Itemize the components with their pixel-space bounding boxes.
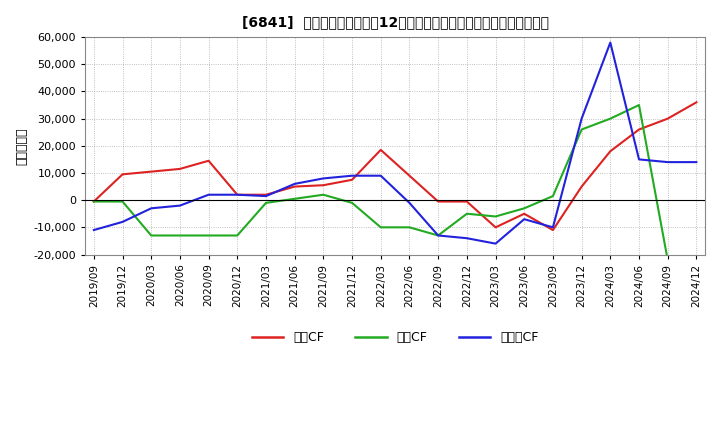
営業CF: [147, 169, 156, 174]
営業CF: [635, 127, 644, 132]
投資CF: [290, 196, 299, 202]
営業CF: [405, 173, 414, 178]
営業CF: [319, 183, 328, 188]
フリーCF: [147, 205, 156, 211]
フリーCF: [434, 233, 443, 238]
フリーCF: [491, 241, 500, 246]
Y-axis label: （百万円）: （百万円）: [15, 127, 28, 165]
フリーCF: [577, 116, 586, 121]
投資CF: [577, 127, 586, 132]
営業CF: [663, 116, 672, 121]
フリーCF: [606, 40, 615, 45]
フリーCF: [692, 159, 701, 165]
投資CF: [233, 233, 242, 238]
営業CF: [577, 184, 586, 189]
営業CF: [520, 211, 528, 216]
投資CF: [462, 211, 471, 216]
投資CF: [261, 200, 270, 205]
営業CF: [204, 158, 213, 163]
フリーCF: [89, 227, 98, 233]
投資CF: [319, 192, 328, 198]
投資CF: [663, 257, 672, 263]
投資CF: [491, 214, 500, 219]
投資CF: [520, 205, 528, 211]
営業CF: [549, 227, 557, 233]
フリーCF: [462, 235, 471, 241]
営業CF: [377, 147, 385, 153]
投資CF: [147, 233, 156, 238]
フリーCF: [663, 159, 672, 165]
営業CF: [462, 199, 471, 204]
営業CF: [233, 192, 242, 198]
投資CF: [176, 233, 184, 238]
フリーCF: [261, 194, 270, 199]
営業CF: [89, 199, 98, 204]
フリーCF: [319, 176, 328, 181]
営業CF: [434, 199, 443, 204]
投資CF: [692, 257, 701, 263]
投資CF: [606, 116, 615, 121]
投資CF: [434, 233, 443, 238]
Legend: 営業CF, 投資CF, フリーCF: 営業CF, 投資CF, フリーCF: [247, 326, 544, 349]
営業CF: [118, 172, 127, 177]
営業CF: [290, 184, 299, 189]
フリーCF: [290, 181, 299, 187]
Line: フリーCF: フリーCF: [94, 43, 696, 244]
フリーCF: [204, 192, 213, 198]
フリーCF: [520, 216, 528, 222]
フリーCF: [635, 157, 644, 162]
Line: 投資CF: 投資CF: [94, 105, 696, 260]
フリーCF: [549, 225, 557, 230]
フリーCF: [233, 192, 242, 198]
フリーCF: [348, 173, 356, 178]
投資CF: [635, 103, 644, 108]
投資CF: [405, 225, 414, 230]
フリーCF: [405, 200, 414, 205]
営業CF: [176, 166, 184, 172]
Title: [6841]  キャッシュフローの12か月移動合計の対前年同期増減額の推移: [6841] キャッシュフローの12か月移動合計の対前年同期増減額の推移: [242, 15, 549, 29]
フリーCF: [377, 173, 385, 178]
投資CF: [89, 199, 98, 204]
フリーCF: [118, 219, 127, 224]
営業CF: [261, 192, 270, 198]
投資CF: [118, 199, 127, 204]
営業CF: [491, 225, 500, 230]
Line: 営業CF: 営業CF: [94, 103, 696, 230]
投資CF: [549, 194, 557, 199]
投資CF: [204, 233, 213, 238]
フリーCF: [176, 203, 184, 208]
営業CF: [348, 177, 356, 183]
投資CF: [348, 200, 356, 205]
投資CF: [377, 225, 385, 230]
営業CF: [692, 100, 701, 105]
営業CF: [606, 149, 615, 154]
